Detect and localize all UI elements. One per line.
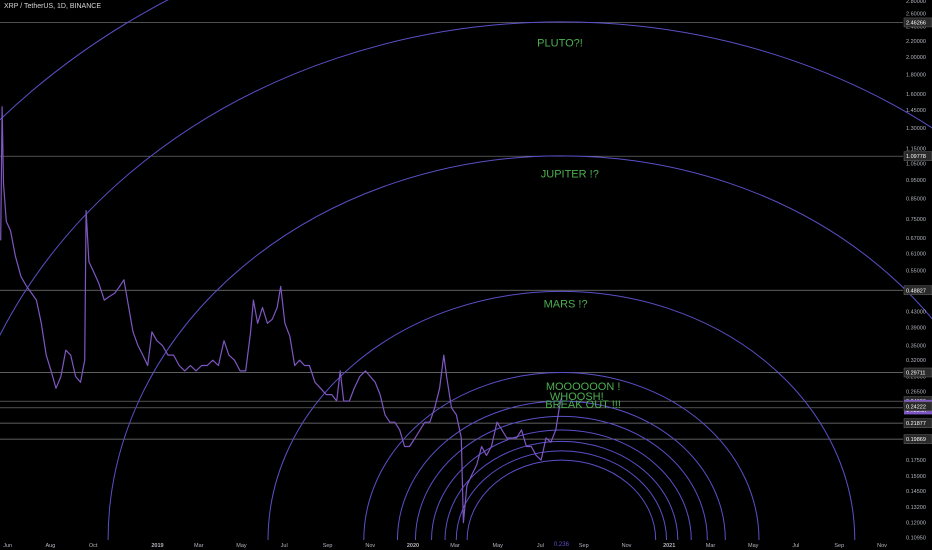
y-tick-label: 0.10950 (906, 536, 926, 542)
y-tick-label: 2.80000 (906, 0, 926, 5)
y-tick-label: 0.35000 (906, 343, 926, 349)
x-tick-label: Oct (89, 543, 98, 549)
x-tick-label: 2020 (407, 543, 419, 549)
x-tick-label: 2019 (151, 543, 163, 549)
x-tick-label: Jun (3, 543, 12, 549)
y-tick-label: 1.15000 (906, 146, 926, 152)
x-tick-label: 2021 (663, 543, 675, 549)
y-tick-label: 0.14500 (906, 489, 926, 495)
price-badge-label: 1.09778 (906, 154, 926, 160)
y-tick-label: 0.13200 (906, 505, 926, 511)
y-tick-label: 0.43000 (906, 309, 926, 315)
price-line (0, 106, 562, 524)
y-tick-label: 2.60000 (906, 11, 926, 17)
y-tick-label: 0.55000 (906, 269, 926, 275)
x-tick-label: May (748, 543, 759, 549)
y-tick-label: 1.45000 (906, 108, 926, 114)
price-badge (903, 401, 932, 412)
price-badge-label: 2.46266 (906, 20, 926, 26)
x-tick-label: Jul (537, 543, 544, 549)
price-badge (903, 434, 932, 444)
price-badge (903, 418, 932, 428)
y-tick-label: 1.60000 (906, 92, 926, 98)
fib-arc (396, 400, 726, 541)
y-tick-label: 0.67000 (906, 236, 926, 242)
price-axis[interactable]: 2.80000 2.60000 2.40000 2.20000 2.00000 1.800… (903, 0, 932, 542)
fib-arc (363, 372, 760, 541)
fib-arc (466, 459, 657, 541)
price-badge-label: 0.48827 (906, 288, 926, 294)
annotation-label: WHOOSH! (550, 391, 604, 403)
y-tick-label: 0.17500 (906, 458, 926, 464)
y-tick-label: 0.29000 (906, 375, 926, 381)
x-tick-label: Mar (450, 543, 460, 549)
price-badge-label: 0.24222 (906, 404, 926, 410)
x-tick-label: Sep (323, 543, 333, 549)
fib-arc (444, 440, 679, 541)
y-tick-label: 2.40000 (906, 25, 926, 31)
y-tick-label: 0.95000 (906, 178, 926, 184)
price-badge-label: 0.21877 (906, 421, 926, 427)
y-tick-label: 0.15900 (906, 474, 926, 480)
price-badge-label: 0.29711 (906, 370, 925, 376)
price-badge (903, 367, 932, 378)
fib-arc (414, 415, 708, 541)
y-tick-label: 0.61000 (906, 251, 926, 257)
y-tick-label: 0.32000 (906, 358, 926, 364)
x-tick-label: Nov (877, 543, 887, 549)
x-tick-label: May (493, 543, 504, 549)
y-tick-label: 1.05000 (906, 162, 926, 168)
symbol-title: XRP / TetherUS, 1D, BINANCE (4, 3, 101, 10)
annotation-label: JUPITER !? (541, 169, 599, 181)
y-tick-label: 0.75000 (906, 217, 926, 223)
annotation-label: BREAK OUT !!! (545, 399, 621, 411)
y-tick-label: 0.85000 (906, 197, 926, 203)
fib-arc (455, 450, 668, 541)
x-tick-label: May (236, 543, 247, 549)
price-badge-label: 0.19869 (906, 437, 926, 443)
annotation-label: PLUTO?! (537, 37, 583, 49)
y-tick-label: 2.00000 (906, 55, 926, 61)
x-tick-label: Sep (834, 543, 844, 549)
y-tick-label: 0.39000 (906, 325, 926, 331)
y-tick-label: 1.80000 (906, 72, 926, 78)
y-tick-label: 0.12000 (906, 521, 926, 527)
x-tick-label: Mar (706, 543, 716, 549)
x-tick-label: Sep (579, 543, 589, 549)
fib-arc (0, 21, 932, 337)
y-tick-label: 2.20000 (906, 39, 926, 45)
price-badge (903, 151, 932, 161)
x-tick-label: Aug (46, 543, 56, 549)
time-axis[interactable]: Jun Aug Oct 2019 Mar May Jul Sep Nov 2020 Mar May Ju… (3, 543, 887, 549)
fib-arc (267, 290, 856, 541)
annotation-label: MOOOOOON ! (546, 381, 621, 393)
x-tick-label: Jul (281, 543, 288, 549)
x-tick-label: Mar (194, 543, 204, 549)
annotation-label: MARS !? (544, 298, 588, 310)
x-tick-label: Nov (622, 543, 632, 549)
price-badge (903, 17, 932, 28)
fib-arc (431, 429, 692, 541)
y-tick-label: 1.30000 (906, 126, 926, 132)
price-badge (903, 285, 932, 296)
x-tick-label: Jul (792, 543, 799, 549)
y-tick-label: 0.26500 (906, 389, 926, 395)
x-tick-label: Nov (365, 543, 375, 549)
annotations: PLUTO?! JUPITER !? MARS !? MOOOOOON !WHOOSH… (537, 37, 621, 548)
price-series (0, 106, 562, 524)
arc-base-label: 0.236 (554, 542, 570, 548)
